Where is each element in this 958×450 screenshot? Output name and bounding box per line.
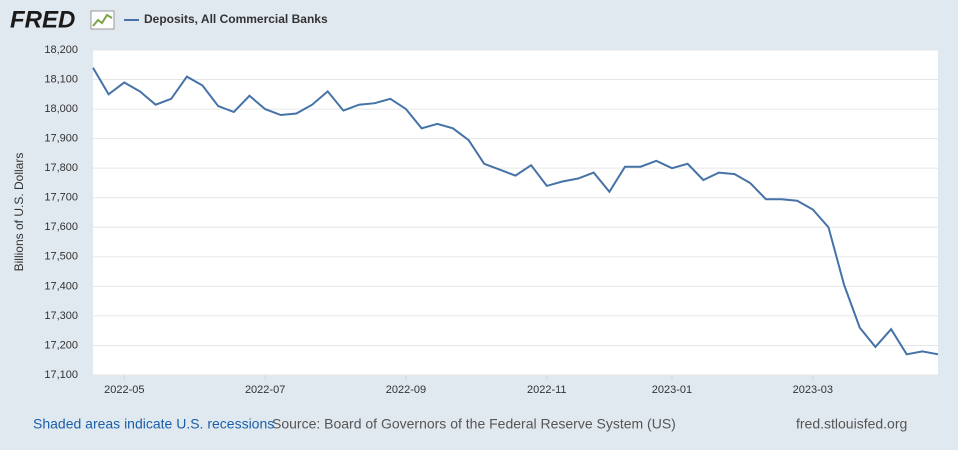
x-tick-label: 2022-09	[386, 384, 426, 396]
y-tick-label: 17,500	[44, 251, 78, 263]
plot-area	[93, 50, 938, 375]
y-tick-label: 17,400	[44, 280, 78, 292]
y-axis-label: Billions of U.S. Dollars	[12, 153, 26, 272]
site: fred.stlouisfed.org	[796, 416, 907, 432]
x-tick-label: 2023-01	[652, 384, 692, 396]
y-tick-label: 17,100	[44, 369, 78, 381]
y-tick-label: 17,600	[44, 221, 78, 233]
legend-label: Deposits, All Commercial Banks	[144, 12, 328, 26]
y-tick-label: 17,700	[44, 192, 78, 204]
logo-icon	[90, 10, 115, 30]
logo: FRED	[10, 6, 75, 33]
data-line	[92, 67, 939, 356]
x-tick-label: 2023-03	[793, 384, 833, 396]
y-tick-label: 18,000	[44, 103, 78, 115]
y-tick-label: 17,300	[44, 310, 78, 322]
y-tick-label: 18,100	[44, 73, 78, 85]
y-tick-label: 17,200	[44, 339, 78, 351]
x-tick-label: 2022-11	[527, 384, 567, 396]
x-tick-label: 2022-07	[245, 384, 285, 396]
source: Source: Board of Governors of the Federa…	[272, 416, 676, 432]
y-tick-label: 18,200	[44, 44, 78, 56]
y-tick-label: 17,900	[44, 133, 78, 145]
recession-note[interactable]: Shaded areas indicate U.S. recessions	[33, 416, 274, 432]
y-tick-label: 17,800	[44, 162, 78, 174]
x-tick-label: 2022-05	[104, 384, 144, 396]
